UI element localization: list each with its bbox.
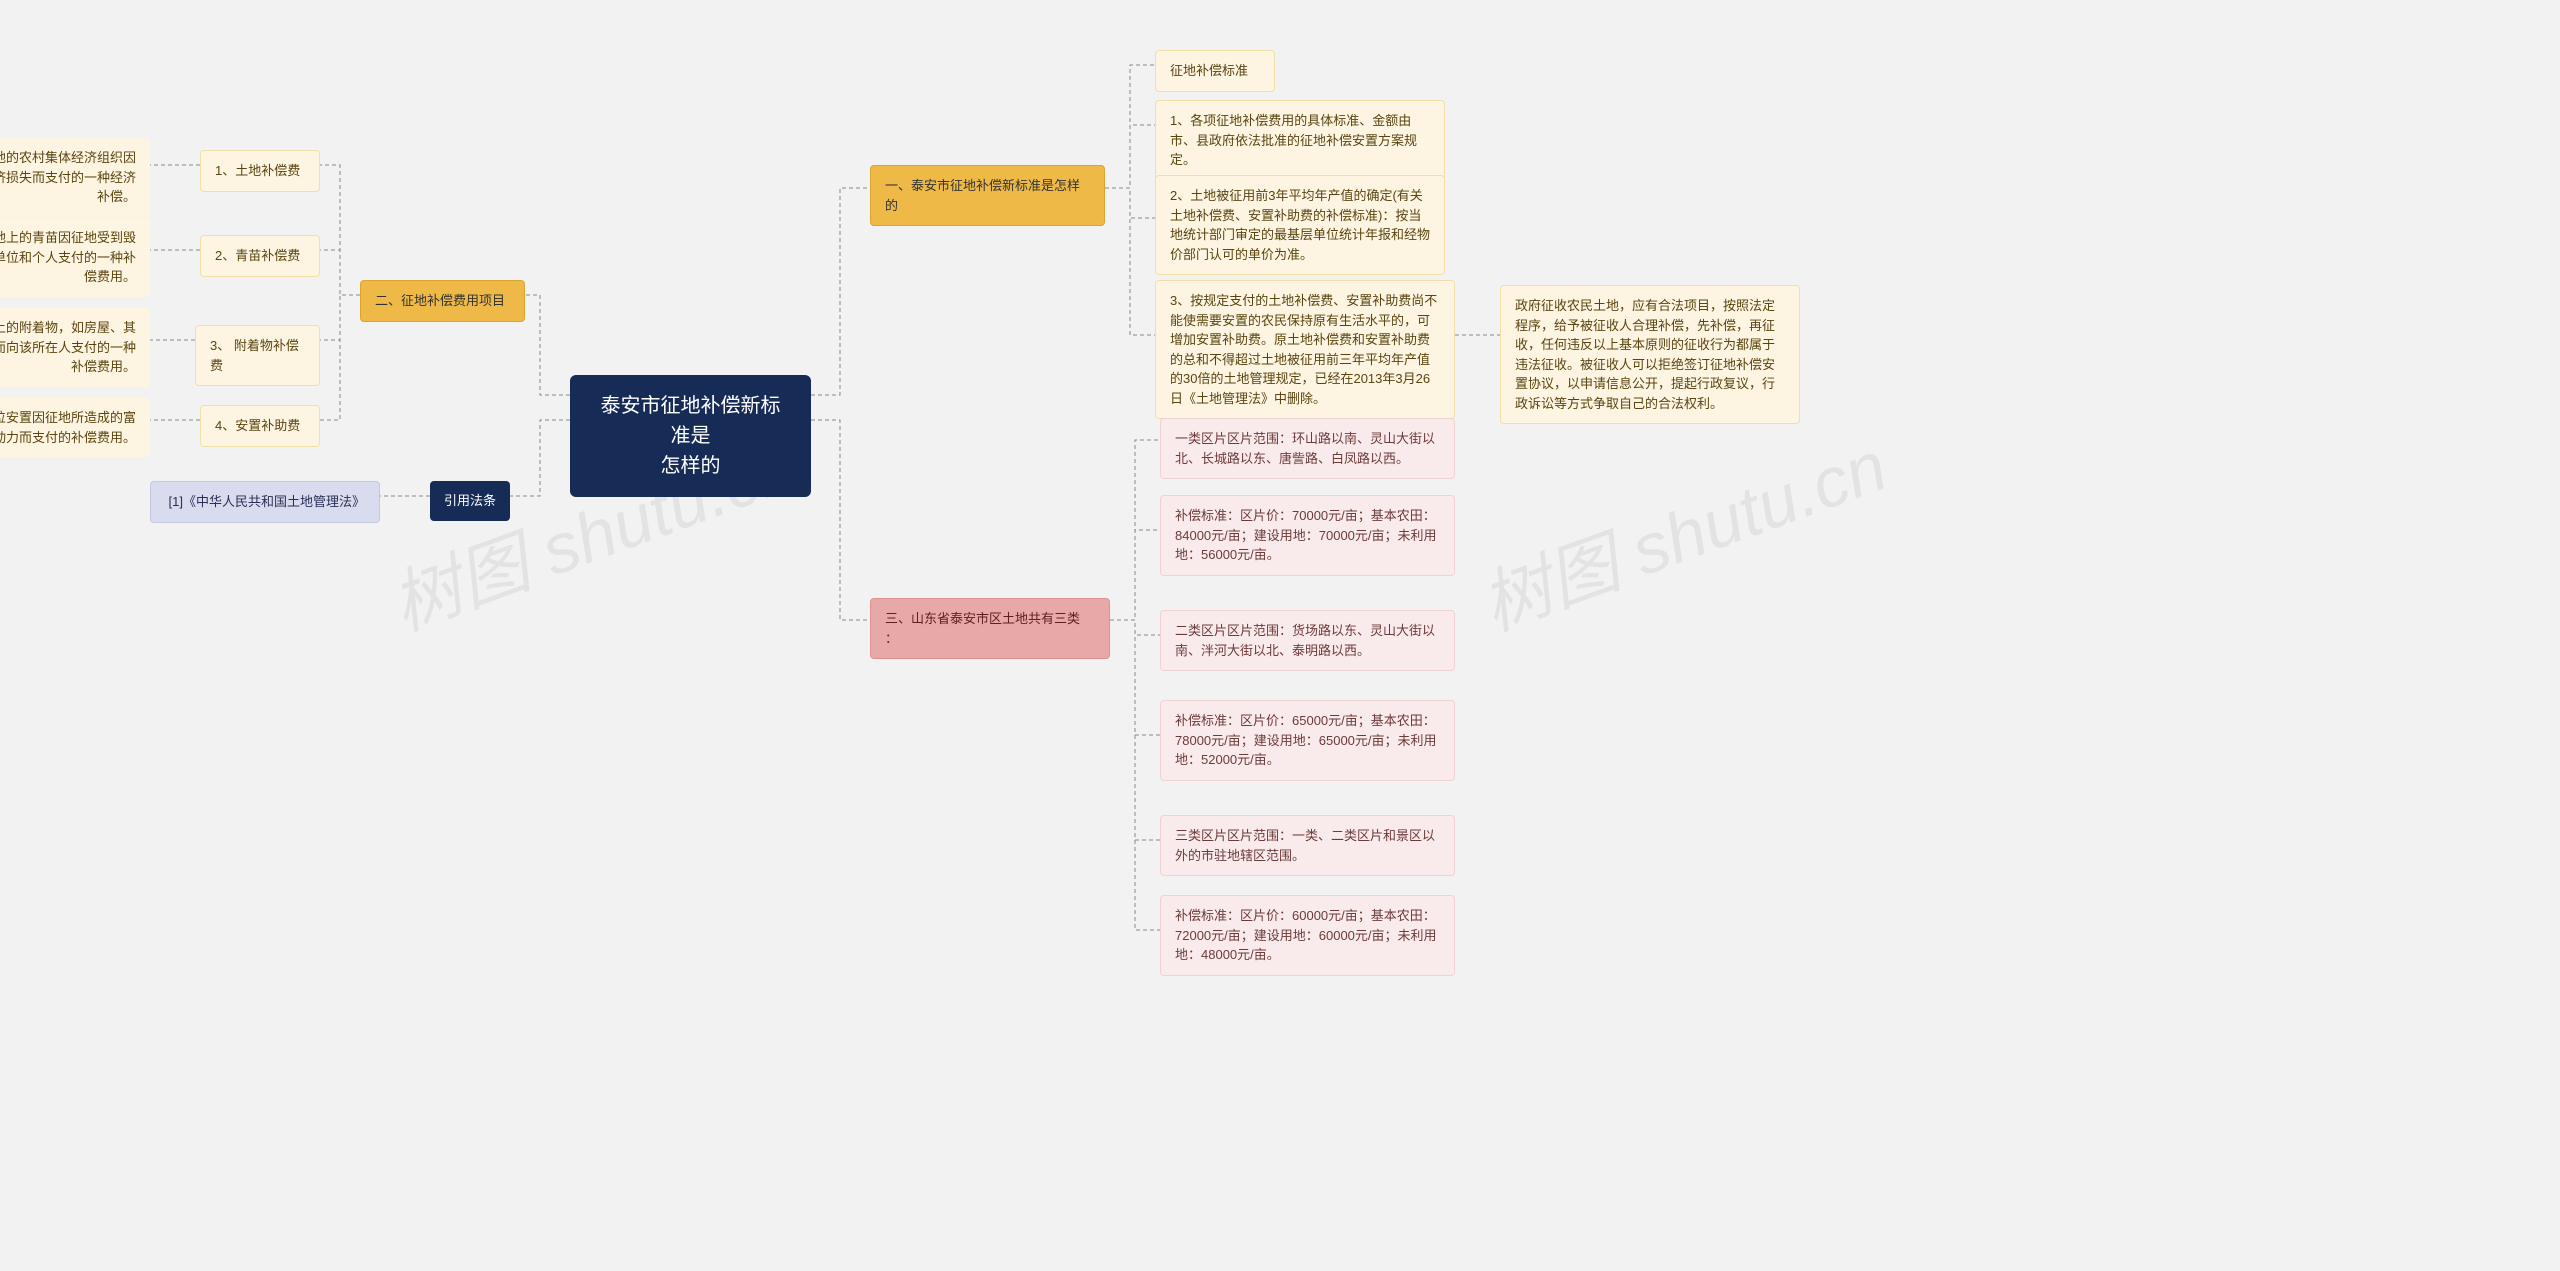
branch2-item-0-desc: 用地单位依法对被征地的农村集体经济组织因其土地被征用造成经济损失而支付的一种经济… — [0, 138, 150, 217]
branch3-leaf-0: 一类区片区片范围：环山路以南、灵山大街以北、长城路以东、唐訾路、白凤路以西。 — [1160, 418, 1455, 479]
branch3-label-1: 三、山东省泰安市区土地共有三类 — [885, 611, 1080, 626]
branch2-item-3-desc: 用地单位对被征地单位安置因征地所造成的富余劳动力而支付的补偿费用。 — [0, 398, 150, 457]
center-title-1: 泰安市征地补偿新标准是 — [601, 395, 781, 447]
branch1-label-1: 一、泰安市征地补偿新标准是怎样 — [885, 178, 1080, 193]
branch1-leaf-3: 3、按规定支付的土地补偿费、安置补助费尚不能使需要安置的农民保持原有生活水平的，… — [1155, 280, 1455, 419]
branch1-leaf-2: 2、土地被征用前3年平均年产值的确定(有关土地补偿费、安置补助费的补偿标准)：按… — [1155, 175, 1445, 275]
center-title-2: 怎样的 — [661, 455, 721, 477]
branch3-leaf-4: 三类区片区片范围：一类、二类区片和景区以外的市驻地辖区范围。 — [1160, 815, 1455, 876]
branch3-leaf-5: 补偿标准：区片价：60000元/亩；基本农田：72000元/亩；建设用地：600… — [1160, 895, 1455, 976]
branch2-node: 二、征地补偿费用项目 — [360, 280, 525, 322]
branch2-item-1-desc: 用地单位对被征用土地上的青苗因征地受到毁损，向种植该青苗的单位和个人支付的一种补… — [0, 218, 150, 297]
branch4-ref: [1]《中华人民共和国土地管理法》 — [150, 481, 380, 523]
branch1-node: 一、泰安市征地补偿新标准是怎样 的 — [870, 165, 1105, 226]
branch3-leaf-3: 补偿标准：区片价：65000元/亩；基本农田：78000元/亩；建设用地：650… — [1160, 700, 1455, 781]
center-node: 泰安市征地补偿新标准是 怎样的 — [570, 375, 811, 497]
branch3-label-2: ： — [885, 631, 898, 646]
branch3-node: 三、山东省泰安市区土地共有三类 ： — [870, 598, 1110, 659]
branch3-leaf-2: 二类区片区片范围：货场路以东、灵山大街以南、泮河大街以北、泰明路以西。 — [1160, 610, 1455, 671]
branch2-item-3-no: 4、安置补助费 — [200, 405, 320, 447]
branch1-label-2: 的 — [885, 198, 898, 213]
branch2-item-2-desc: 用地单位对被征用土地上的附着物，如房屋、其它设施，因征地被毁损而向该所在人支付的… — [0, 308, 150, 387]
branch2-item-2-no: 3、 附着物补偿费 — [195, 325, 320, 386]
branch4-node: 引用法条 — [430, 481, 510, 521]
watermark-2: 树图 shutu.cn — [1466, 411, 1899, 651]
branch2-item-1-no: 2、青苗补偿费 — [200, 235, 320, 277]
branch2-item-0-no: 1、土地补偿费 — [200, 150, 320, 192]
branch1-leaf-1: 1、各项征地补偿费用的具体标准、金额由市、县政府依法批准的征地补偿安置方案规定。 — [1155, 100, 1445, 181]
branch1-leaf-3-sub: 政府征收农民土地，应有合法项目，按照法定程序，给予被征收人合理补偿，先补偿，再征… — [1500, 285, 1800, 424]
branch3-leaf-1: 补偿标准：区片价：70000元/亩；基本农田：84000元/亩；建设用地：700… — [1160, 495, 1455, 576]
branch1-leaf-0: 征地补偿标准 — [1155, 50, 1275, 92]
